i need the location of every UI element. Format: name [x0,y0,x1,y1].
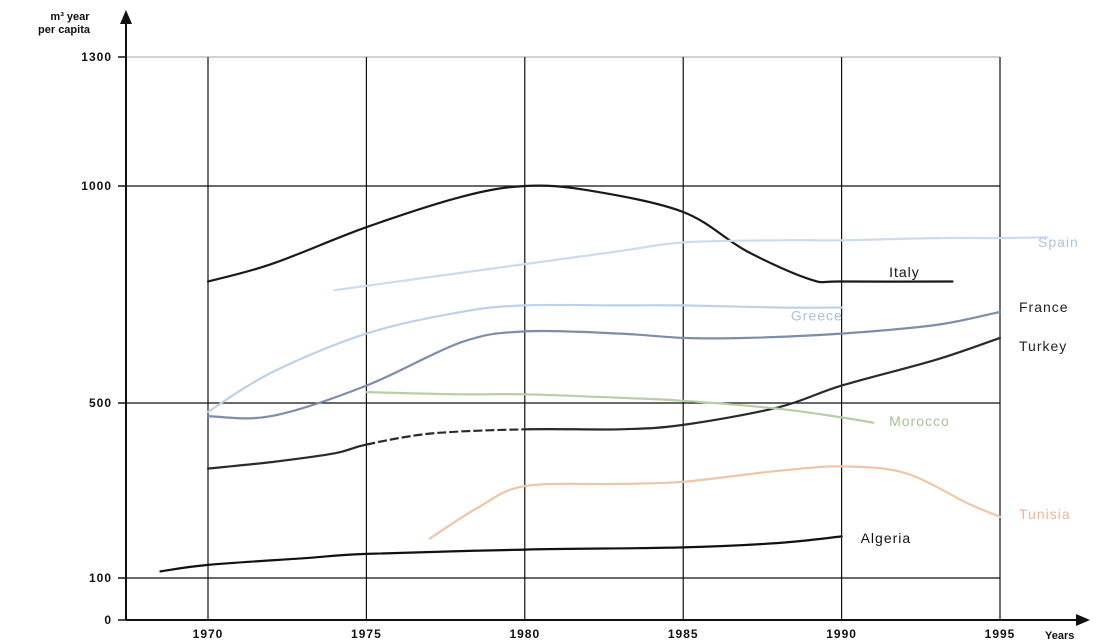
series-label-morocco: Morocco [889,413,950,429]
series-label-spain: Spain [1038,234,1079,250]
x-tick-label: 1970 [193,627,224,641]
x-tick-label: 1975 [351,627,382,641]
y-tick-label: 100 [89,571,112,585]
series-line-tunisia [428,465,1002,540]
y-axis-title: m³ year per capita [38,11,91,36]
x-axis-title: Years [1045,630,1074,642]
series-label-tunisia: Tunisia [1019,506,1071,522]
x-tick-label: 1985 [668,627,699,641]
x-tick-label: 1990 [826,627,857,641]
y-tick-label: 1300 [81,50,112,64]
x-tick-label: 1980 [509,627,540,641]
series-label-greece: Greece [791,308,843,324]
y-tick-label: 1000 [81,179,112,193]
series-label-algeria: Algeria [861,530,912,546]
series-line-morocco [365,391,875,424]
axes: 0 100 500 1000 1300 1970 1975 1980 1985 1990 1995 [81,10,1090,641]
series-label-france: France [1019,299,1069,315]
x-axis-arrow [1076,614,1090,626]
series-line-france [206,310,1002,420]
y-tick-label: 500 [89,396,112,410]
x-tick-label: 1995 [985,627,1016,641]
series-lines [159,184,1049,573]
series-line-turkey [206,336,1002,470]
series-line-greece [206,303,843,413]
series-line-algeria [159,535,843,573]
series-line-italy [206,184,954,284]
series-labels: Italy Spain France Greece Turkey Morocco Tunis… [791,234,1079,546]
series-line-spain [333,236,1049,292]
y-axis-arrow [120,10,132,24]
series-label-italy: Italy [889,264,920,280]
series-label-turkey: Turkey [1019,338,1067,354]
y-tick-label: 0 [104,613,112,627]
